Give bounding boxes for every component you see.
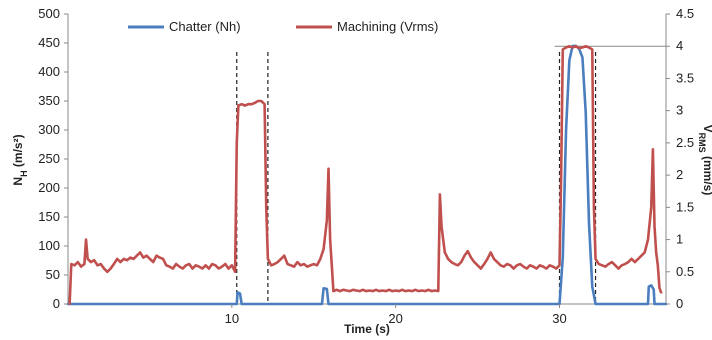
y2-tick-label: 1 xyxy=(676,232,683,247)
axes-layer xyxy=(67,14,667,305)
series-line xyxy=(66,44,668,306)
x-tick-label: 10 xyxy=(225,311,239,326)
y2-tick-label: 1.5 xyxy=(676,199,694,214)
y-tick-label: 0 xyxy=(53,296,60,311)
legend-label: Machining (Vrms) xyxy=(337,19,438,34)
series-line xyxy=(68,44,663,306)
y2-tick-label: 4 xyxy=(676,38,683,53)
y-tick-label: 350 xyxy=(38,93,60,108)
x-tick-label: 30 xyxy=(552,311,566,326)
y-tick-label: 250 xyxy=(38,151,60,166)
y2-tick-label: 2 xyxy=(676,167,683,182)
x-axis-title: Time (s) xyxy=(344,322,390,336)
y2-tick-label: 0 xyxy=(676,296,683,311)
y-axis-title: NH (m/s²) xyxy=(11,134,29,185)
y-tick-label: 400 xyxy=(38,64,60,79)
y-tick-label: 200 xyxy=(38,180,60,195)
y2-tick-label: 2.5 xyxy=(676,135,694,150)
y-tick-label: 150 xyxy=(38,209,60,224)
x-tick-label: 20 xyxy=(388,311,402,326)
ticks-layer: 0 50 100 150 200 250 300 350 400 450 500 0 0.5 1 1.5 2 2… xyxy=(38,6,694,326)
y-tick-label: 500 xyxy=(38,6,60,21)
series-layer xyxy=(66,44,668,306)
y2-tick-label: 3.5 xyxy=(676,70,694,85)
y-tick-label: 100 xyxy=(38,238,60,253)
y2-axis-title: VRMS (mm/s) xyxy=(697,125,712,196)
titles-layer: Time (s) NH (m/s²) VRMS (mm/s) xyxy=(11,125,712,336)
y2-tick-label: 0.5 xyxy=(676,264,694,279)
legend-label: Chatter (Nh) xyxy=(169,19,241,34)
y-tick-label: 300 xyxy=(38,122,60,137)
y-tick-label: 450 xyxy=(38,35,60,50)
y-tick-label: 50 xyxy=(46,267,60,282)
y2-tick-label: 3 xyxy=(676,103,683,118)
legend: Chatter (Nh) Machining (Vrms) xyxy=(128,19,438,34)
y2-tick-label: 4.5 xyxy=(676,6,694,21)
